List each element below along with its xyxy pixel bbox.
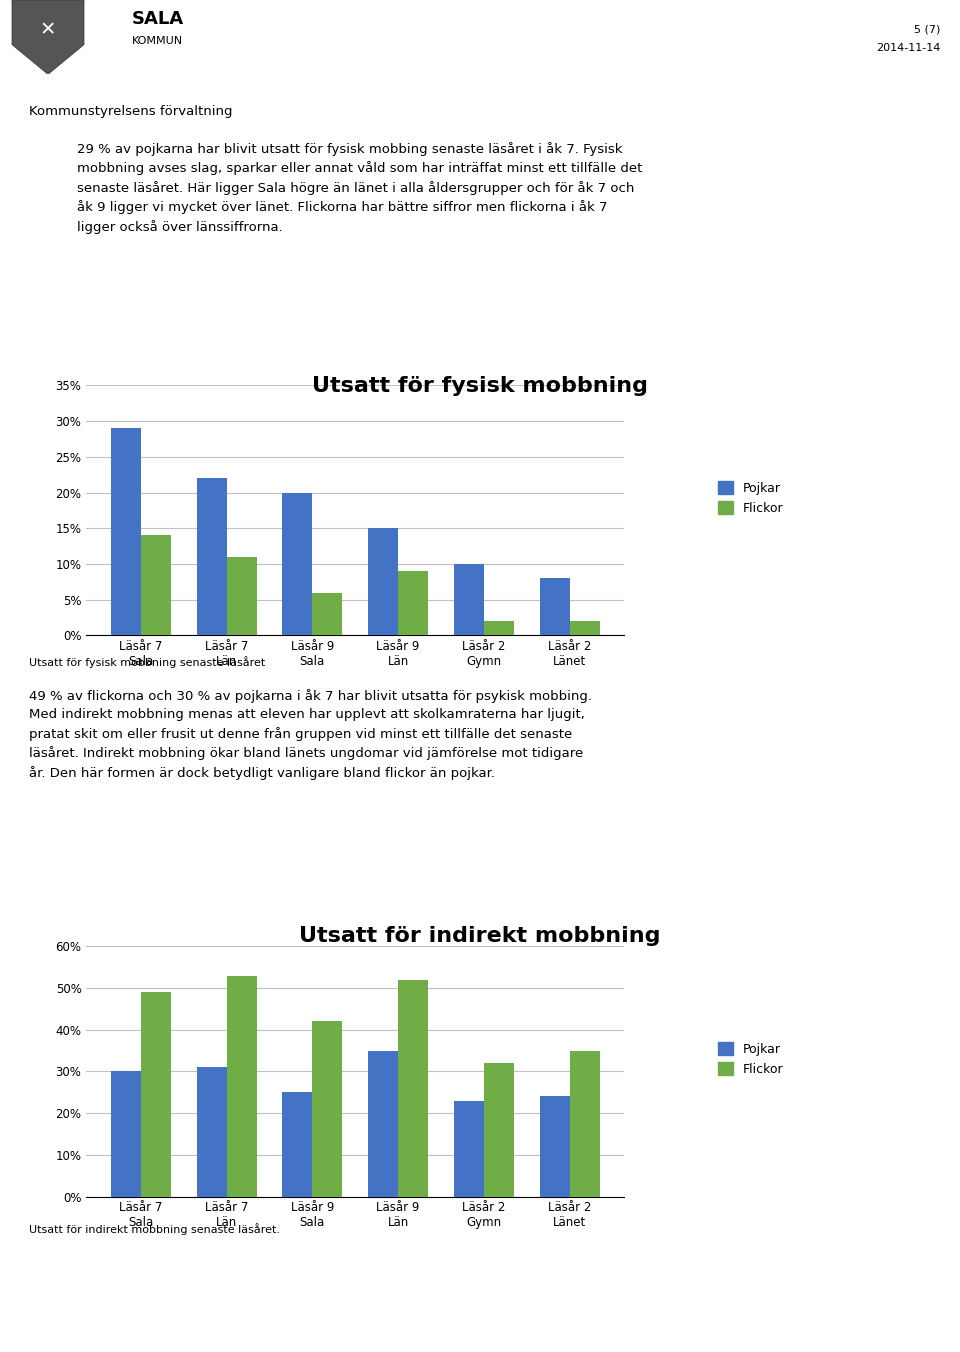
Legend: Pojkar, Flickor: Pojkar, Flickor (711, 475, 790, 521)
Bar (312, 592, 343, 635)
Text: 49 % av flickorna och 30 % av pojkarna i åk 7 har blivit utsatta för psykisk mob: 49 % av flickorna och 30 % av pojkarna i… (29, 690, 591, 780)
Bar (398, 980, 428, 1197)
Text: Utsatt för indirekt mobbning: Utsatt för indirekt mobbning (300, 926, 660, 946)
Bar (197, 1067, 227, 1197)
Bar (282, 1092, 312, 1197)
Text: ✕: ✕ (39, 20, 57, 39)
Bar (540, 579, 569, 635)
Bar (454, 564, 484, 635)
Text: Utsatt för fysisk mobbning: Utsatt för fysisk mobbning (312, 376, 648, 396)
Bar (227, 976, 256, 1197)
Bar (141, 535, 171, 635)
Bar (227, 557, 256, 635)
Bar (282, 492, 312, 635)
Bar (197, 479, 227, 635)
Text: Utsatt för fysisk mobbning senaste läsåret: Utsatt för fysisk mobbning senaste läsår… (29, 656, 265, 668)
Bar (312, 1022, 343, 1197)
Text: KOMMUN: KOMMUN (132, 37, 183, 46)
Text: 5 (7): 5 (7) (915, 24, 941, 34)
Text: Utsatt för indirekt mobbning senaste läsåret.: Utsatt för indirekt mobbning senaste läs… (29, 1224, 279, 1236)
Text: Kommunstyrelsens förvaltning: Kommunstyrelsens förvaltning (29, 105, 232, 119)
Bar (110, 429, 141, 635)
Polygon shape (12, 0, 84, 74)
Bar (141, 992, 171, 1197)
Text: SALA: SALA (132, 9, 184, 27)
Text: 29 % av pojkarna har blivit utsatt för fysisk mobbing senaste läsåret i åk 7. Fy: 29 % av pojkarna har blivit utsatt för f… (77, 142, 642, 234)
Bar (368, 1051, 398, 1197)
Bar (540, 1096, 569, 1197)
Bar (368, 529, 398, 635)
Bar (569, 621, 600, 635)
Bar (454, 1101, 484, 1197)
Bar (484, 1063, 514, 1197)
Text: 2014-11-14: 2014-11-14 (876, 43, 941, 53)
Bar (398, 571, 428, 635)
Bar (484, 621, 514, 635)
Bar (569, 1051, 600, 1197)
Bar (110, 1071, 141, 1197)
Legend: Pojkar, Flickor: Pojkar, Flickor (711, 1036, 790, 1082)
